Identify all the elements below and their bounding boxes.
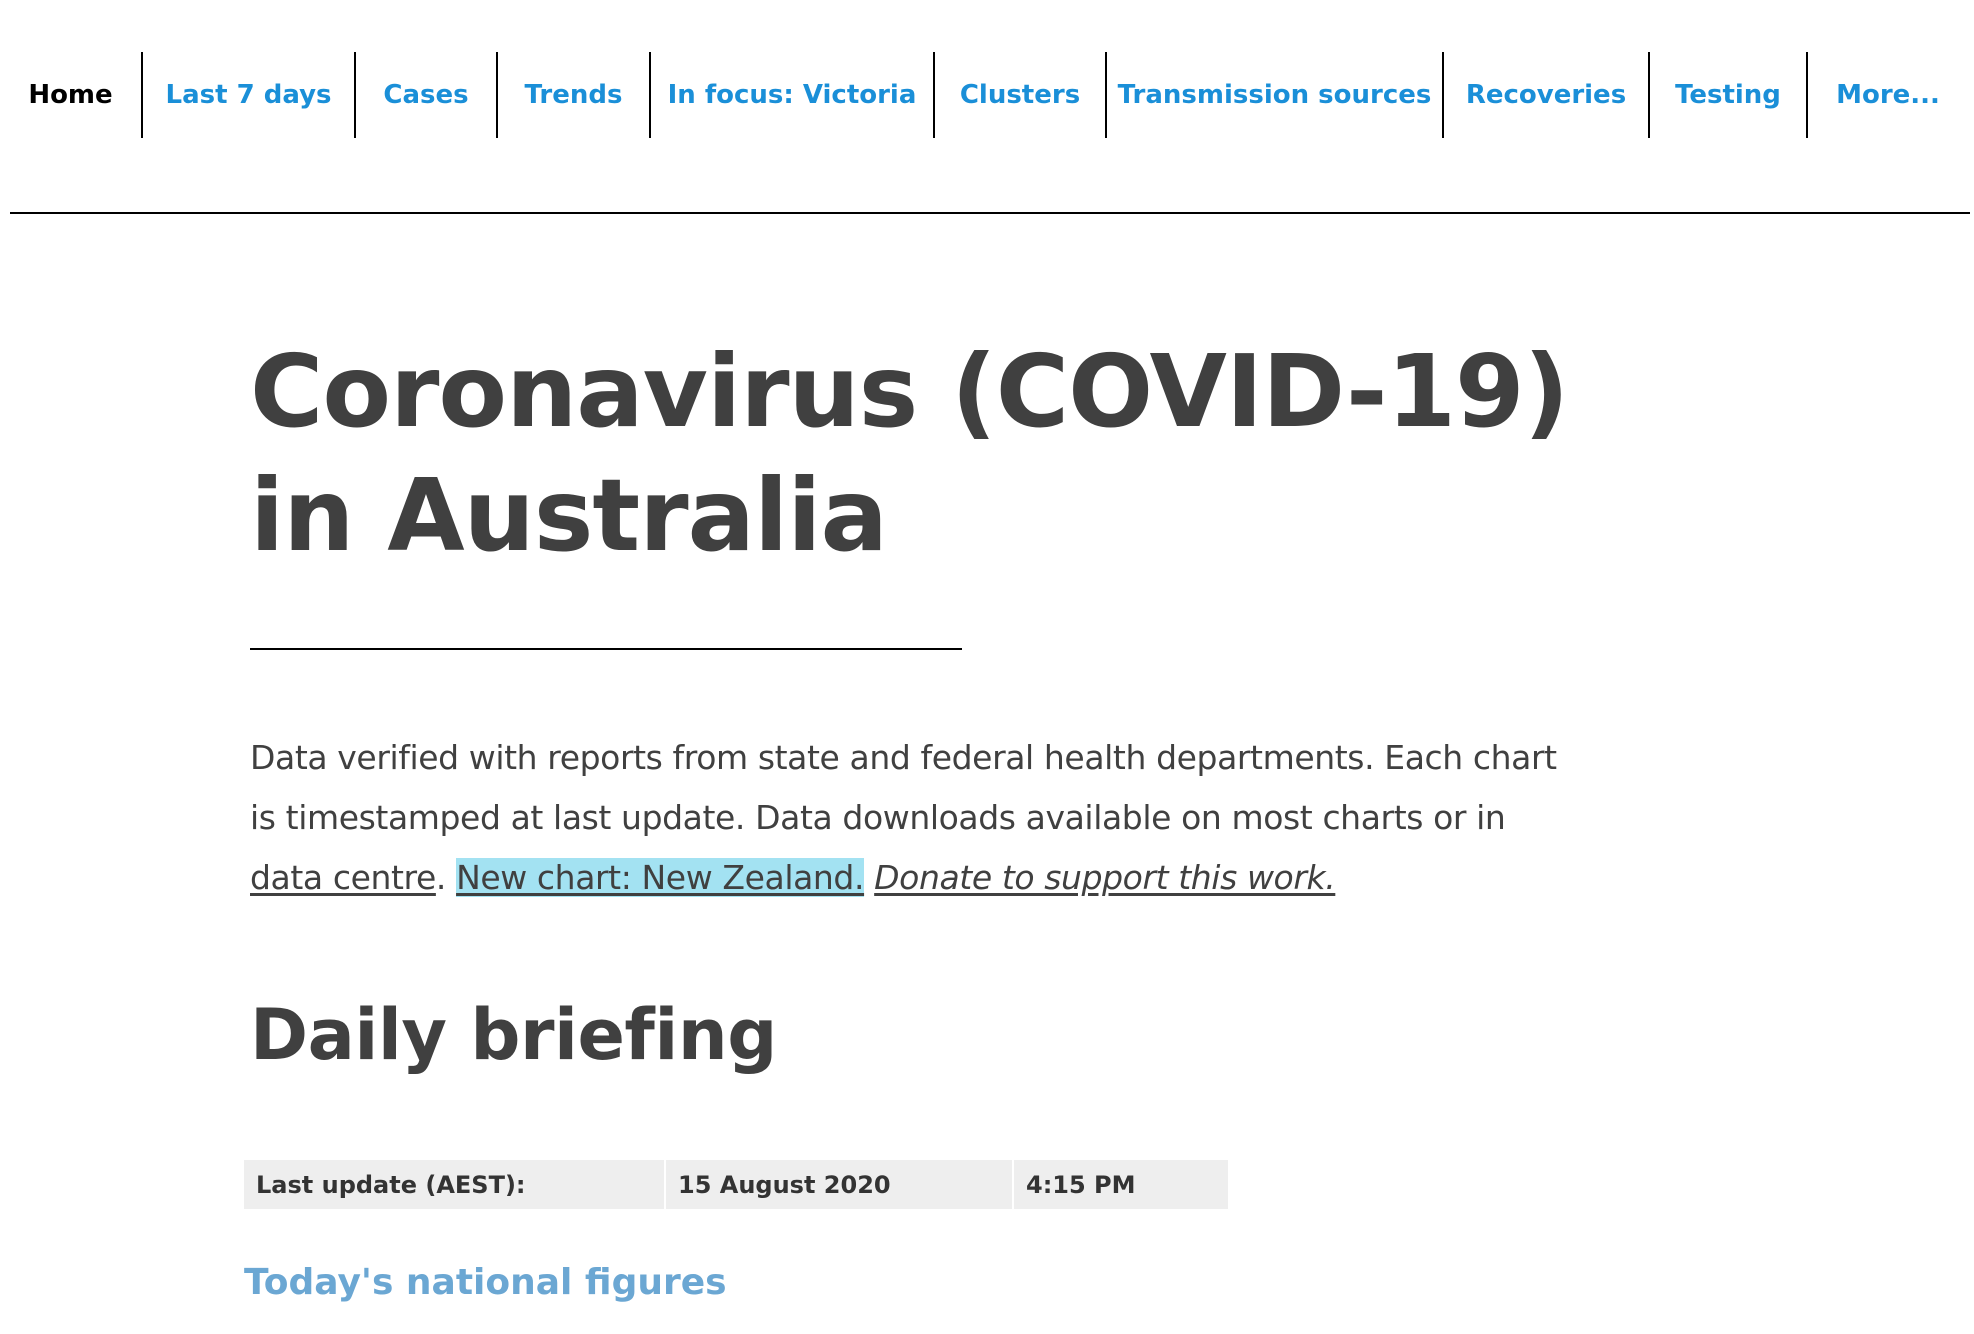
nav-trends[interactable]: Trends (498, 52, 651, 138)
new-chart-link[interactable]: New chart: New Zealand. (456, 858, 865, 897)
title-divider (250, 648, 962, 650)
nav-testing[interactable]: Testing (1650, 52, 1808, 138)
data-centre-link[interactable]: data centre (250, 858, 436, 897)
nav-more[interactable]: More... (1836, 80, 1940, 110)
nav-home[interactable]: Home (0, 52, 143, 138)
last-update-label: Last update (AEST): (244, 1160, 664, 1209)
main-content: Coronavirus (COVID-19) in Australia Data… (250, 330, 1670, 1076)
last-update-time: 4:15 PM (1014, 1160, 1228, 1209)
top-navigation: Home Last 7 days Cases Trends In focus: … (0, 52, 1974, 138)
intro-text: Data verified with reports from state an… (250, 738, 1557, 837)
nav-last-7-days[interactable]: Last 7 days (143, 52, 356, 138)
daily-briefing-heading: Daily briefing (250, 994, 777, 1076)
last-update-date: 15 August 2020 (666, 1160, 1012, 1209)
page-title-line-1: Coronavirus (COVID-19) (250, 333, 1569, 450)
national-figures-heading: Today's national figures (244, 1262, 727, 1303)
page-title: Coronavirus (COVID-19) in Australia (250, 330, 1670, 578)
nav-cases[interactable]: Cases (356, 52, 498, 138)
nav-transmission-sources[interactable]: Transmission sources (1107, 52, 1444, 138)
intro-paragraph: Data verified with reports from state an… (250, 728, 1580, 908)
nav-recoveries[interactable]: Recoveries (1444, 52, 1650, 138)
nav-clusters[interactable]: Clusters (935, 52, 1107, 138)
donate-link[interactable]: Donate to support this work. (874, 858, 1336, 897)
intro-separator: . (435, 858, 446, 897)
nav-in-focus-victoria[interactable]: In focus: Victoria (651, 52, 935, 138)
nav-divider (10, 212, 1970, 214)
page-title-line-2: in Australia (250, 457, 888, 574)
last-update-table: Last update (AEST): 15 August 2020 4:15 … (244, 1160, 1228, 1209)
